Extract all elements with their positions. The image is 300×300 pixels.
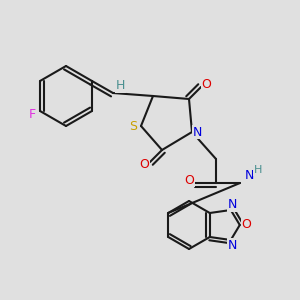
Text: H: H: [116, 79, 125, 92]
Text: N: N: [228, 239, 237, 252]
Text: O: O: [184, 173, 194, 187]
Text: N: N: [244, 169, 254, 182]
Text: F: F: [29, 107, 36, 121]
Text: N: N: [193, 125, 202, 139]
Text: O: O: [242, 218, 251, 232]
Text: S: S: [130, 119, 137, 133]
Text: N: N: [228, 198, 237, 211]
Text: H: H: [254, 165, 262, 176]
Text: O: O: [140, 158, 149, 172]
Text: O: O: [202, 77, 211, 91]
